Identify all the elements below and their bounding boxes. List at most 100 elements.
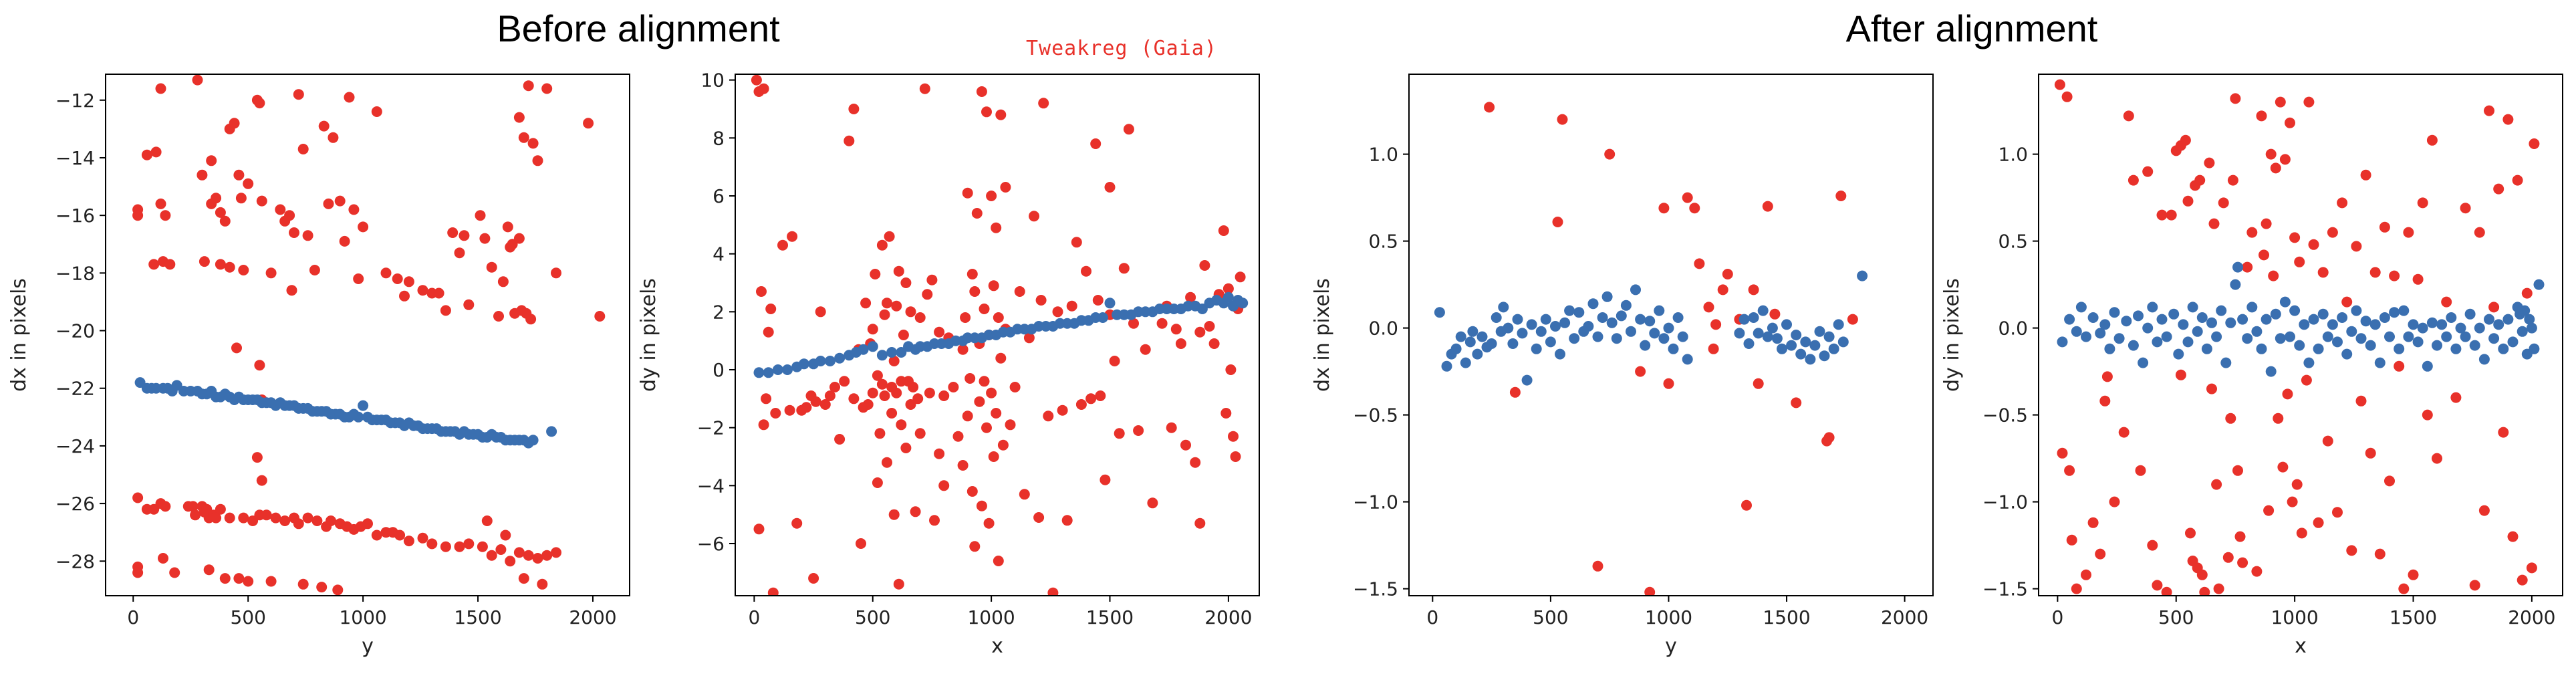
outlier-point: [2230, 93, 2241, 104]
outlier-point: [394, 530, 406, 541]
matched-point: [2360, 316, 2371, 327]
outlier-point: [238, 512, 249, 524]
y-axis-label: dx in pixels: [7, 278, 31, 392]
outlier-point: [919, 83, 930, 94]
after-alignment-title: After alignment: [1845, 7, 2098, 49]
matched-point: [2294, 340, 2305, 351]
matched-point: [2187, 302, 2198, 313]
y-tick-label: −4: [697, 475, 725, 497]
matched-point: [1564, 305, 1575, 316]
matched-point: [2152, 336, 2163, 348]
matched-point: [1472, 348, 1483, 360]
outlier-point: [158, 553, 168, 564]
matched-point: [2384, 331, 2395, 342]
outlier-point: [993, 312, 1004, 323]
matched-point: [2327, 319, 2338, 330]
outlier-point: [215, 207, 226, 218]
outlier-point: [1557, 114, 1568, 125]
matched-point: [2369, 319, 2381, 330]
outlier-point: [2341, 296, 2353, 308]
outlier-point: [1128, 318, 1139, 329]
outlier-point: [551, 267, 561, 279]
matched-point: [1460, 357, 1471, 368]
matched-point: [2351, 305, 2362, 316]
outlier-point: [787, 231, 798, 242]
outlier-point: [362, 518, 373, 530]
outlier-point: [1644, 586, 1656, 596]
matched-point: [1583, 321, 1594, 332]
matched-point: [1545, 336, 1556, 348]
outlier-point: [957, 460, 969, 471]
matched-point: [1097, 312, 1108, 323]
outlier-point: [297, 144, 309, 154]
outlier-point: [2185, 528, 2196, 539]
outlier-point: [371, 106, 382, 117]
outlier-point: [1180, 439, 1191, 451]
outlier-point: [447, 227, 459, 238]
outlier-point: [1147, 497, 1158, 509]
outlier-point: [203, 564, 215, 576]
matched-point: [2341, 348, 2353, 360]
outlier-point: [486, 261, 497, 273]
y-tick-label: −0.5: [1982, 404, 2028, 427]
outlier-point: [900, 277, 912, 288]
outlier-point: [211, 193, 222, 204]
matched-point: [1630, 284, 1641, 296]
outlier-point: [2322, 435, 2333, 447]
outlier-point: [2313, 517, 2324, 528]
outlier-point: [971, 208, 983, 219]
outlier-point: [459, 230, 470, 241]
outlier-point: [219, 215, 231, 227]
outlier-point: [929, 515, 940, 526]
outlier-point: [2507, 531, 2519, 542]
outlier-point: [1023, 332, 1035, 344]
outlier-point: [784, 404, 795, 416]
outlier-point: [2484, 105, 2494, 116]
x-tick-label: 1500: [1086, 606, 1134, 628]
outlier-point: [206, 155, 217, 166]
outlier-point: [1791, 397, 1802, 409]
matched-point: [2441, 331, 2452, 342]
outlier-point: [884, 231, 895, 242]
outlier-point: [190, 509, 201, 521]
outlier-point: [1156, 318, 1168, 329]
x-axis-label: x: [2295, 634, 2307, 658]
outlier-point: [1095, 390, 1106, 401]
outlier-point: [316, 582, 328, 593]
outlier-point: [2246, 227, 2258, 238]
outlier-point: [2337, 197, 2348, 209]
outlier-point: [344, 92, 355, 103]
outlier-point: [1204, 321, 1215, 332]
outlier-point: [2213, 583, 2224, 594]
outlier-point: [2389, 270, 2400, 281]
matched-point: [2422, 360, 2433, 372]
matched-point: [2133, 310, 2144, 322]
outlier-point: [2441, 296, 2452, 308]
matched-point: [2337, 312, 2348, 323]
matched-point: [2206, 317, 2217, 328]
outlier-point: [964, 373, 976, 384]
outlier-point: [979, 376, 990, 387]
matched-point: [1777, 343, 1787, 354]
outlier-point: [2394, 360, 2405, 372]
outlier-point: [2251, 566, 2263, 577]
outlier-point: [974, 396, 985, 407]
y-tick-label: 0.5: [1998, 231, 2028, 253]
outlier-point: [848, 393, 860, 404]
outlier-point: [302, 230, 313, 241]
outlier-point: [254, 360, 265, 371]
outlier-point: [454, 541, 465, 552]
x-tick-label: 1000: [2271, 606, 2318, 628]
outlier-point: [967, 486, 978, 497]
outlier-point: [1090, 138, 1102, 149]
matched-point: [2168, 308, 2180, 320]
outlier-point: [2327, 227, 2338, 238]
outlier-point: [2142, 166, 2154, 177]
outlier-point: [1748, 284, 1759, 296]
matched-point: [2289, 305, 2301, 316]
outlier-point: [537, 578, 548, 590]
matched-point: [2455, 322, 2466, 334]
matched-point: [1535, 326, 1547, 337]
outlier-point: [2225, 413, 2236, 424]
matched-point: [1237, 298, 1249, 309]
